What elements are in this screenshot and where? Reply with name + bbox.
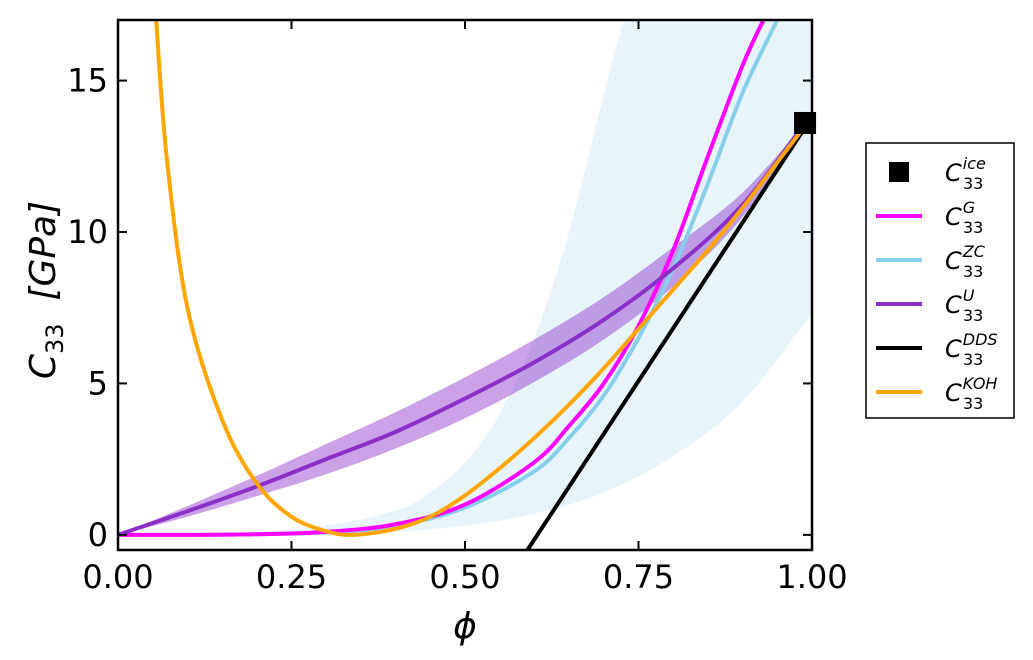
y-tick-label: 10 (67, 213, 108, 251)
x-tick-label: 0.50 (429, 558, 500, 596)
c33-dds-line (525, 114, 812, 550)
x-axis-ticks: 0.00 0.25 0.50 0.75 1.00 (82, 20, 848, 596)
legend-entry-c33-g: CG 33 (876, 198, 983, 237)
c33-g-line (118, 20, 766, 537)
legend-entry-c33-dds: CDDS 33 (876, 330, 998, 369)
x-axis-label: ϕ (453, 606, 477, 647)
legend-box (865, 142, 1015, 419)
c33-koh-line (154, 20, 812, 537)
legend-entry-c33-ice: Cice 33 (889, 154, 986, 193)
y-tick-label: 15 (67, 62, 108, 100)
svg-text:C33 [GPa]: C33 [GPa] (23, 201, 69, 379)
legend-label: CZC 33 (945, 242, 986, 281)
legend-swatch (889, 162, 909, 182)
legend-label: CU 33 (945, 286, 983, 325)
legend-label: CKOH 33 (945, 374, 997, 413)
x-tick-label: 1.00 (776, 558, 847, 596)
c33-zc-band (118, 20, 812, 535)
y-axis-ticks: 0 5 10 15 (67, 62, 812, 554)
legend-label: CDDS 33 (945, 330, 998, 369)
y-tick-label: 0 (88, 516, 108, 554)
y-axis-label: C33 [GPa] (23, 201, 69, 379)
y-tick-label: 5 (88, 364, 108, 402)
y-axis-label-base: C (23, 353, 64, 379)
series-markers (794, 111, 817, 134)
c33-u-line (118, 120, 808, 537)
x-tick-label: 0.25 (256, 558, 327, 596)
y-axis-label-sub: 33 (41, 323, 69, 354)
series-lines (118, 20, 812, 550)
legend: Cice 33 CG 33 CZC 33 CU 33 CDDS 33 CKOH 33 (865, 142, 1015, 419)
legend-label: CG 33 (945, 198, 983, 237)
legend-entry-c33-zc: CZC 33 (876, 242, 986, 281)
legend-entry-c33-u: CU 33 (876, 286, 983, 325)
legend-label: Cice 33 (945, 154, 986, 193)
c33-ice-marker (794, 111, 817, 134)
x-tick-label: 0.00 (82, 558, 153, 596)
y-axis-label-unit: [GPa] (23, 201, 64, 301)
x-tick-label: 0.75 (603, 558, 674, 596)
uncertainty-bands (118, 20, 812, 535)
legend-entry-c33-koh: CKOH 33 (876, 374, 997, 413)
